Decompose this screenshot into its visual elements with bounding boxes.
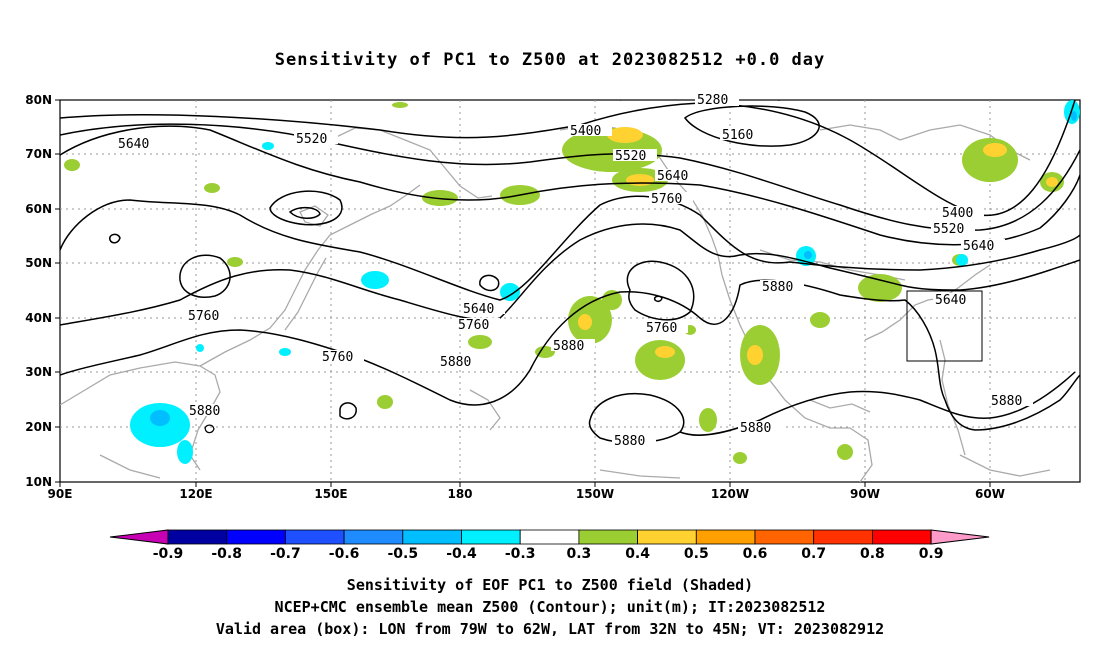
- colorbar-tick-label: 0.6: [743, 546, 768, 562]
- contour-label: 5520: [296, 132, 327, 147]
- valid-area-box: [906, 290, 983, 362]
- contour-label: 5760: [188, 309, 219, 324]
- colorbar-segment: [637, 529, 697, 545]
- lon-label: 150E: [314, 487, 347, 501]
- lat-label: 10N: [25, 475, 52, 489]
- contour-label: 5880: [740, 421, 771, 436]
- colorbar-tick-label: -0.3: [505, 546, 536, 562]
- lon-label: 90E: [48, 487, 73, 501]
- contour-label: 5640: [118, 137, 149, 152]
- contour-label: 5280: [697, 93, 728, 108]
- colorbar-segment: [519, 529, 580, 545]
- lat-label: 60N: [25, 202, 52, 216]
- contour-label: 5880: [189, 404, 220, 419]
- colorbar-segment: [813, 529, 873, 545]
- footer-line-3: Valid area (box): LON from 79W to 62W, L…: [215, 620, 885, 638]
- colorbar-tick-label: -0.8: [211, 546, 242, 562]
- lon-label: 150W: [576, 487, 614, 501]
- footer-caption: Sensitivity of EOF PC1 to Z500 field (Sh…: [0, 574, 1100, 640]
- contour-label: 5520: [933, 222, 964, 237]
- contour-label: 5760: [646, 321, 677, 336]
- lat-label: 30N: [25, 365, 52, 379]
- colorbar-tick-label: -0.4: [446, 546, 477, 562]
- colorbar-segment: [284, 529, 345, 545]
- colorbar-segment: [461, 529, 521, 545]
- colorbar-tick-label: -0.6: [329, 546, 360, 562]
- colorbar-high-arrow: [930, 529, 990, 545]
- colorbar-segment: [167, 529, 228, 545]
- lon-label: 60W: [975, 487, 1005, 501]
- colorbar-tick-label: 0.3: [566, 546, 591, 562]
- lat-label: 70N: [25, 147, 52, 161]
- footer-line-1: Sensitivity of EOF PC1 to Z500 field (Sh…: [346, 576, 754, 594]
- colorbar-segment: [578, 529, 639, 545]
- contour-label: 5760: [651, 192, 682, 207]
- lat-label: 50N: [25, 256, 52, 270]
- colorbar-segment: [754, 529, 815, 545]
- colorbar-tick-label: 0.5: [684, 546, 709, 562]
- contour-label: 5640: [463, 302, 494, 317]
- contour-label: 5640: [935, 293, 966, 308]
- lat-label: 40N: [25, 311, 52, 325]
- contour-label: 5880: [553, 339, 584, 354]
- colorbar-tick-label: 0.8: [860, 546, 885, 562]
- colorbar-tick-label: 0.4: [625, 546, 650, 562]
- contour-label: 5520: [615, 149, 646, 164]
- contour-label: 5400: [570, 124, 601, 139]
- contour-label: 5400: [942, 206, 973, 221]
- contour-label: 5880: [614, 434, 645, 449]
- lon-label: 180: [447, 487, 472, 501]
- lat-label: 80N: [25, 93, 52, 107]
- contour-label: 5760: [322, 350, 353, 365]
- colorbar-tick-label: 0.7: [801, 546, 826, 562]
- map-title: Sensitivity of PC1 to Z500 at 2023082512…: [274, 50, 826, 70]
- contour-label: 5640: [963, 239, 994, 254]
- colorbar-segment: [872, 529, 932, 545]
- sensitivity-shading: [64, 100, 1080, 464]
- lat-label: 20N: [25, 420, 52, 434]
- colorbar: -0.9 -0.8 -0.7 -0.6 -0.5 -0.4 -0.3 0.3 0.4 0.5 0.6…: [109, 529, 990, 562]
- colorbar-tick-label: -0.5: [387, 546, 418, 562]
- colorbar-tick-label: -0.9: [153, 546, 184, 562]
- contour-labels: 5280 5160 5400 5520 5640 5640 5520 5640 …: [116, 93, 1033, 449]
- longitude-labels: 90E 120E 150E 180 150W 120W 90W 60W: [48, 487, 1005, 501]
- lon-label: 120W: [711, 487, 749, 501]
- footer-line-2: NCEP+CMC ensemble mean Z500 (Contour); u…: [274, 598, 826, 616]
- contour-label: 5880: [762, 280, 793, 295]
- contour-label: 5160: [722, 128, 753, 143]
- colorbar-tick-label: 0.9: [919, 546, 944, 562]
- contour-label: 5760: [458, 318, 489, 333]
- colorbar-tick-label: -0.7: [270, 546, 301, 562]
- colorbar-segment: [695, 529, 756, 545]
- contour-label: 5640: [657, 169, 688, 184]
- colorbar-segment: [402, 529, 462, 545]
- colorbar-segment: [343, 529, 404, 545]
- contour-label: 5880: [440, 355, 471, 370]
- lon-label: 90W: [850, 487, 880, 501]
- contour-label: 5880: [991, 394, 1022, 409]
- colorbar-low-arrow: [109, 529, 169, 545]
- latitude-labels: 80N 70N 60N 50N 40N 30N 20N 10N: [25, 93, 52, 489]
- lon-label: 120E: [179, 487, 212, 501]
- colorbar-segment: [226, 529, 286, 545]
